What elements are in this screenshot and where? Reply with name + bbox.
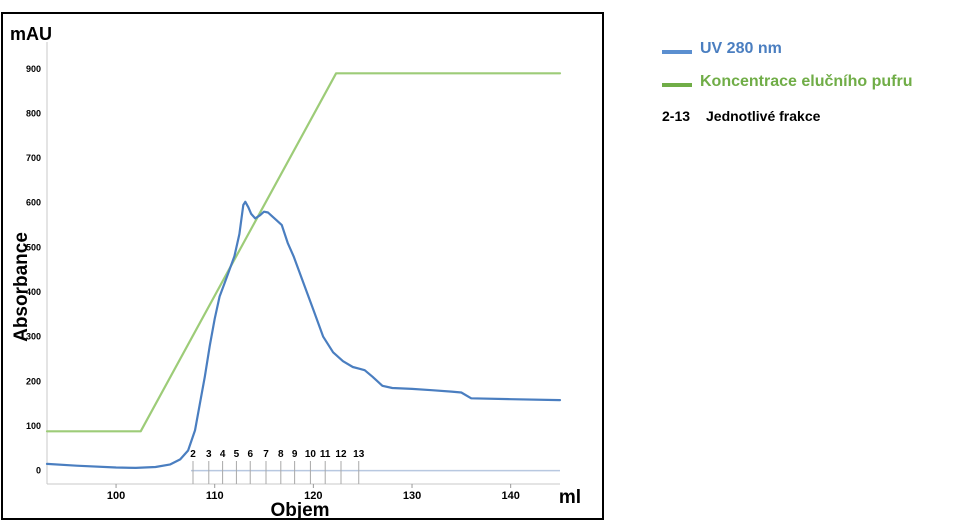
x-tick-label: 120 (304, 490, 322, 502)
legend-swatch-uv (662, 50, 692, 54)
y-tick-label: 100 (26, 421, 41, 431)
legend-fractions-label: Jednotlivé frakce (706, 108, 821, 124)
legend-item-buffer: Koncentrace elučního pufru (650, 73, 970, 95)
elution-buffer-line (45, 72, 562, 433)
y-tick-label: 600 (26, 198, 41, 208)
fraction-label: 7 (263, 449, 269, 460)
fraction-label: 13 (353, 449, 365, 460)
fraction-label: 10 (305, 449, 317, 460)
fraction-label: 8 (278, 449, 284, 460)
x-tick-label: 110 (206, 490, 224, 502)
legend-label-buffer: Koncentrace elučního pufru (700, 73, 913, 90)
fraction-label: 4 (220, 449, 226, 460)
fraction-label: 2 (190, 449, 196, 460)
y-tick-label: 800 (26, 108, 41, 118)
y-tick-label: 700 (26, 153, 41, 163)
y-tick-label: 300 (26, 332, 41, 342)
y-tick-label: 900 (26, 64, 41, 74)
fraction-label: 11 (320, 449, 331, 460)
x-unit-label: ml (559, 487, 581, 508)
legend-item-fractions: 2-13 Jednotlivé frakce (650, 106, 970, 128)
legend-label-uv: UV 280 nm (700, 40, 782, 57)
uv-280-line (45, 200, 562, 469)
y-axis-title: Absorbance (11, 232, 32, 342)
x-axis-title: Objem (270, 500, 329, 521)
y-tick-label: 500 (26, 242, 41, 252)
legend-item-uv: UV 280 nm (650, 40, 970, 62)
y-tick-label: 200 (26, 376, 41, 386)
legend-fractions-code: 2-13 (662, 108, 691, 124)
fraction-label: 12 (335, 449, 347, 460)
y-tick-label: 400 (26, 287, 41, 297)
chart-frame (1, 12, 604, 520)
fraction-label: 9 (292, 449, 298, 460)
y-tick-label: 0 (36, 466, 41, 476)
legend-swatch-buffer (662, 83, 692, 87)
fraction-label: 3 (206, 449, 212, 460)
legend: UV 280 nm Koncentrace elučního pufru 2-1… (650, 40, 970, 139)
x-tick-label: 130 (403, 490, 421, 502)
x-tick-label: 140 (501, 490, 519, 502)
fraction-label: 5 (234, 449, 240, 460)
units-label: mAU (10, 24, 52, 44)
fraction-label: 6 (247, 449, 253, 460)
x-tick-label: 100 (107, 490, 125, 502)
